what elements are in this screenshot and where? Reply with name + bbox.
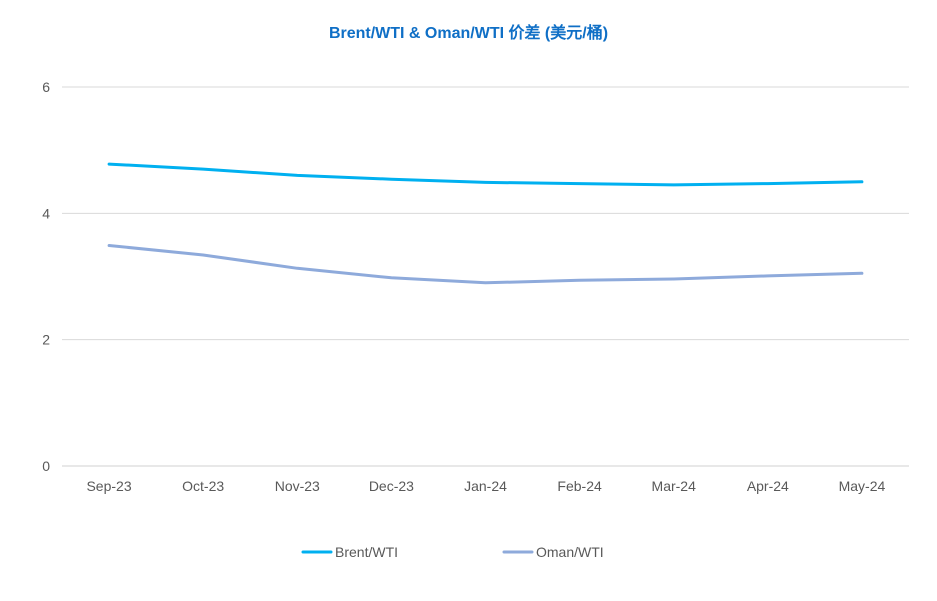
x-tick-label: Sep-23 (86, 478, 131, 494)
y-tick-label: 0 (42, 458, 50, 474)
x-tick-label: Nov-23 (275, 478, 320, 494)
x-tick-label: Oct-23 (182, 478, 224, 494)
series-line-brent-wti (107, 162, 864, 187)
y-tick-label: 4 (42, 205, 50, 221)
y-tick-label: 2 (42, 332, 50, 348)
chart-title: Brent/WTI & Oman/WTI 价差 (美元/桶) (328, 25, 609, 42)
x-tick-label: Apr-24 (747, 478, 789, 494)
legend-label: Oman/WTI (536, 544, 604, 560)
x-tick-label: May-24 (839, 478, 886, 494)
legend-label: Brent/WTI (335, 544, 398, 560)
x-tick-label: Dec-23 (369, 478, 414, 494)
x-tick-label: Feb-24 (557, 478, 602, 494)
series-line-oman-wti (107, 244, 864, 285)
x-tick-label: Jan-24 (464, 478, 507, 494)
x-tick-label: Mar-24 (652, 478, 697, 494)
y-tick-label: 6 (42, 79, 50, 95)
